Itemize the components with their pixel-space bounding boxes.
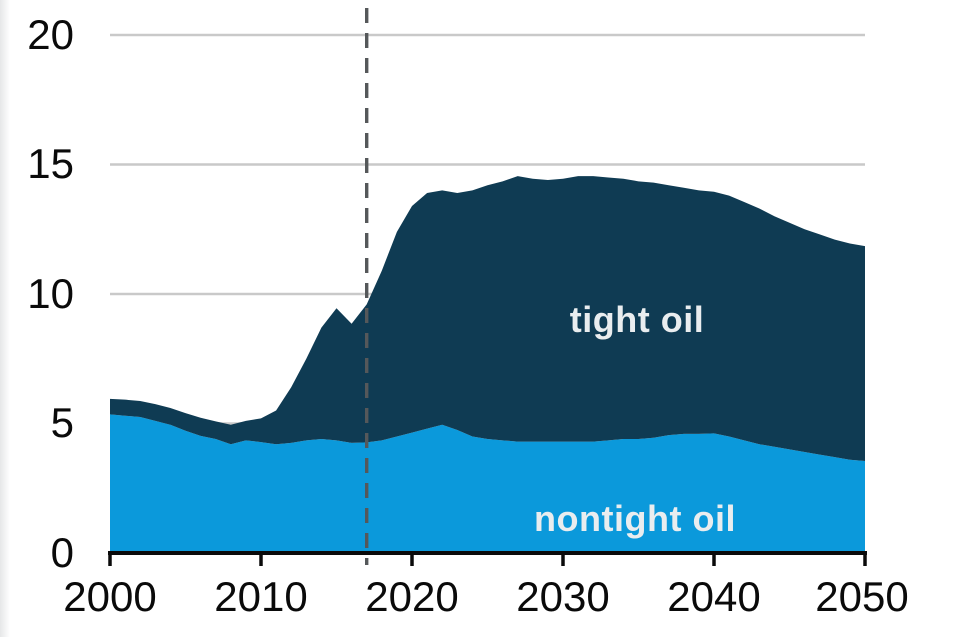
y-tick-label-5: 5 xyxy=(50,399,74,446)
y-tick-label-15: 15 xyxy=(27,140,74,187)
y-tick-label-0: 0 xyxy=(50,529,74,576)
area-nontight-oil xyxy=(110,414,865,553)
x-tick-label-2030: 2030 xyxy=(516,573,610,620)
x-tick-label-2000: 2000 xyxy=(63,573,157,620)
x-tick-label-2010: 2010 xyxy=(214,573,308,620)
x-tick-label-2020: 2020 xyxy=(365,573,459,620)
area-tight-oil xyxy=(110,176,865,462)
x-tick-label-2050: 2050 xyxy=(815,573,909,620)
tight-oil-area-label: tight oil xyxy=(569,299,705,340)
nontight-oil-area-label: nontight oil xyxy=(534,498,736,539)
y-tick-label-10: 10 xyxy=(27,270,74,317)
x-tick-label-2040: 2040 xyxy=(667,573,761,620)
left-edge-shade xyxy=(0,0,10,637)
y-tick-label-20: 20 xyxy=(27,11,74,58)
